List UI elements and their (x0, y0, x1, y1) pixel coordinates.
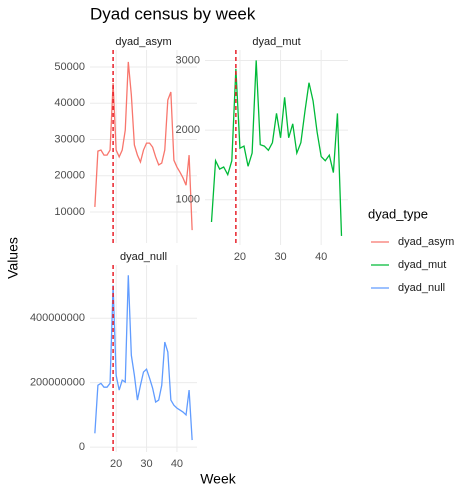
legend-title: dyad_type (368, 206, 428, 221)
y-tick-label: 10000 (54, 206, 85, 218)
series-line (94, 61, 193, 231)
y-axis-label: Values (5, 237, 21, 279)
legend-label: dyad_mut (398, 259, 446, 271)
legend-label: dyad_null (398, 282, 445, 294)
x-tick-label: 40 (315, 251, 327, 263)
y-tick-label: 1000 (176, 194, 200, 206)
y-tick-label: 0 (79, 441, 85, 453)
series-line (210, 60, 343, 236)
x-tick-label: 20 (234, 251, 246, 263)
y-tick-label: 20000 (54, 170, 85, 182)
legend-label: dyad_asym (398, 236, 454, 248)
y-tick-label: 400000000 (30, 312, 85, 324)
x-axis-label: Week (200, 471, 237, 487)
facet-label: dyad_mut (252, 36, 300, 48)
x-tick-label: 40 (171, 458, 183, 470)
chart-title: Dyad census by week (90, 4, 256, 23)
x-tick-label: 20 (110, 458, 122, 470)
facet-label: dyad_asym (115, 36, 171, 48)
y-tick-label: 3000 (176, 54, 200, 66)
y-tick-label: 50000 (54, 61, 85, 73)
facet-label: dyad_null (120, 251, 167, 263)
series-line (94, 275, 193, 441)
y-tick-label: 200000000 (30, 377, 85, 389)
x-tick-label: 30 (140, 458, 152, 470)
y-tick-label: 40000 (54, 97, 85, 109)
y-tick-label: 30000 (54, 133, 85, 145)
x-tick-label: 30 (274, 251, 286, 263)
y-tick-label: 2000 (176, 124, 200, 136)
